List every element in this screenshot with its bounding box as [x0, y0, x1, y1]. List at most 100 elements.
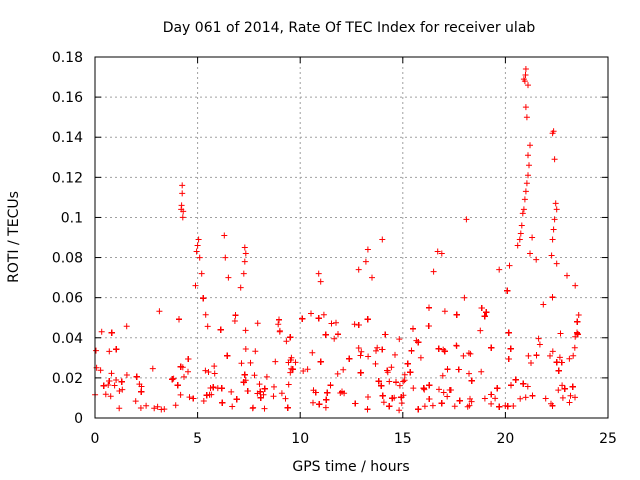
data-point: [488, 400, 495, 407]
data-point: [202, 311, 209, 318]
data-point: [181, 373, 187, 380]
data-point: [111, 382, 118, 389]
data-point: [365, 353, 372, 360]
data-point: [202, 367, 209, 374]
data-point: [453, 342, 460, 349]
data-point: [231, 318, 238, 324]
data-point: [238, 360, 245, 367]
data-point: [156, 308, 163, 315]
data-point: [465, 350, 472, 357]
data-point: [372, 360, 379, 367]
data-point: [211, 363, 218, 370]
data-point: [261, 405, 268, 412]
data-point: [322, 404, 329, 411]
data-point: [358, 348, 365, 355]
data-point: [102, 391, 109, 398]
data-point: [421, 386, 428, 393]
data-point: [572, 394, 578, 401]
data-point: [401, 377, 408, 384]
data-point: [309, 349, 316, 356]
data-point: [436, 386, 442, 393]
data-point: [271, 383, 277, 390]
data-point: [304, 366, 311, 373]
data-point: [542, 395, 549, 402]
data-point: [116, 405, 123, 412]
data-point: [492, 395, 499, 402]
data-point: [374, 344, 381, 351]
data-point: [464, 403, 471, 410]
data-point: [556, 354, 563, 361]
data-point: [570, 352, 577, 359]
data-point: [557, 330, 564, 337]
data-point: [123, 323, 130, 330]
data-point: [333, 319, 339, 326]
data-point: [575, 312, 582, 318]
data-point: [247, 359, 254, 366]
data-point: [549, 348, 556, 355]
data-point: [398, 400, 405, 407]
data-point: [444, 393, 451, 400]
data-point: [151, 405, 158, 412]
data-point: [108, 370, 115, 377]
data-point: [477, 327, 484, 334]
data-point: [440, 389, 447, 396]
data-point: [272, 358, 279, 365]
data-point: [292, 359, 299, 366]
data-point: [392, 351, 398, 358]
data-point: [206, 391, 213, 398]
data-point: [242, 346, 249, 352]
data-point: [536, 341, 543, 348]
data-point: [250, 404, 257, 411]
data-point: [460, 352, 467, 359]
data-point: [186, 394, 193, 401]
data-point: [355, 345, 362, 351]
data-point: [441, 308, 448, 315]
data-point: [328, 320, 335, 327]
data-point: [172, 402, 179, 409]
data-point: [106, 348, 113, 355]
data-point: [310, 399, 316, 406]
data-point: [421, 403, 428, 410]
data-point: [528, 360, 534, 366]
data-point: [93, 347, 99, 354]
data-point: [211, 370, 218, 377]
data-point: [161, 406, 168, 413]
data-point: [200, 398, 207, 404]
data-point: [525, 352, 532, 359]
data-point: [278, 390, 285, 397]
data-point: [276, 328, 283, 335]
data-point: [400, 378, 407, 385]
data-point: [283, 338, 290, 345]
data-point: [149, 365, 156, 372]
data-point: [123, 372, 130, 378]
data-point: [417, 354, 424, 361]
data-point: [467, 350, 474, 357]
data-point: [282, 395, 289, 402]
data-points: [92, 66, 582, 414]
data-point: [154, 403, 161, 410]
data-point: [107, 393, 114, 400]
data-point: [170, 375, 177, 382]
data-point: [260, 391, 267, 398]
data-point: [522, 394, 529, 401]
data-point: [320, 311, 327, 318]
data-point: [270, 393, 277, 400]
data-point: [275, 321, 282, 328]
data-point: [256, 381, 263, 388]
data-point: [252, 348, 259, 355]
data-point: [334, 370, 341, 377]
data-point: [555, 387, 562, 394]
data-point: [254, 320, 261, 327]
data-point: [204, 323, 211, 330]
data-point: [510, 403, 517, 409]
data-point: [116, 388, 123, 394]
grid-lines: [95, 57, 608, 418]
data-point: [467, 395, 473, 402]
data-point: [113, 377, 120, 383]
data-point: [177, 391, 184, 398]
data-point: [373, 347, 379, 354]
data-point: [571, 344, 578, 351]
data-point: [388, 364, 395, 371]
data-point: [566, 355, 573, 362]
